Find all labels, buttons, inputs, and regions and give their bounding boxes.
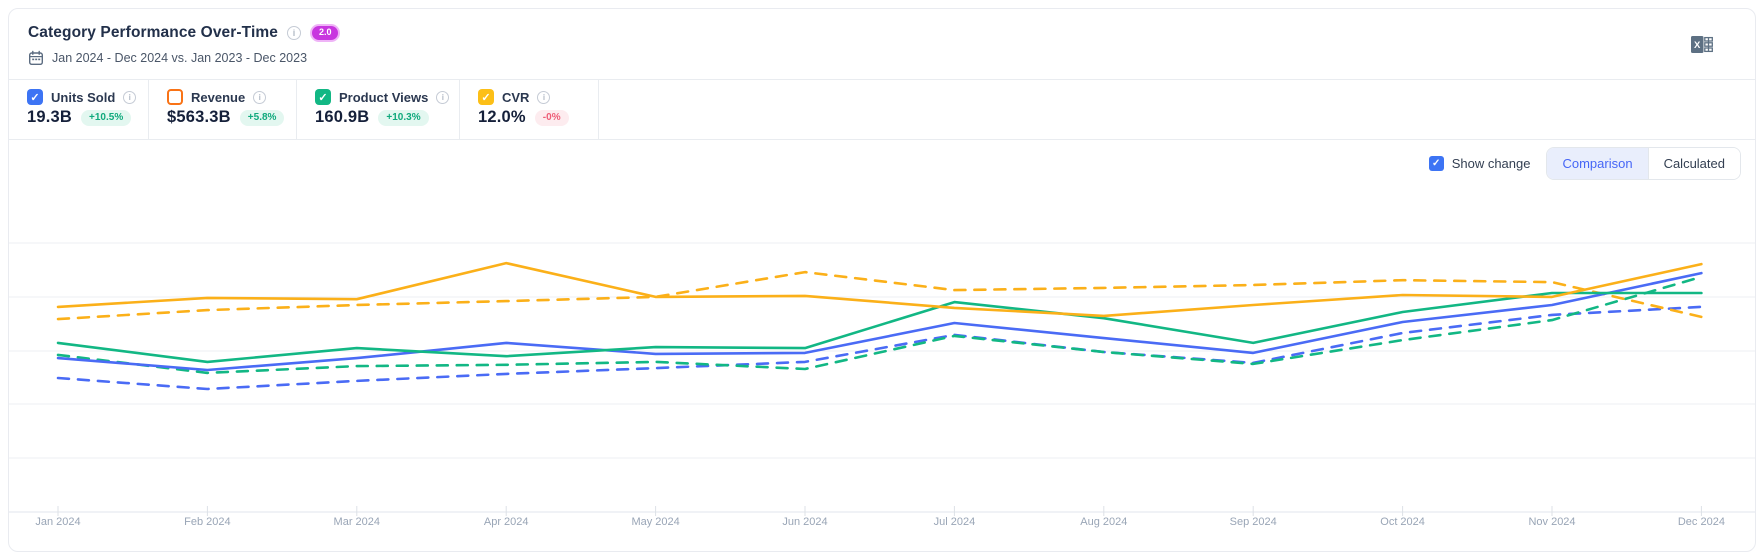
metric-label: Units Sold <box>51 89 116 105</box>
title-info-icon[interactable]: i <box>286 26 301 40</box>
x-axis-label: Oct 2024 <box>1380 516 1425 528</box>
metric-label: Revenue <box>191 89 246 105</box>
calendar-icon <box>28 50 44 66</box>
metric-label: CVR <box>502 89 530 105</box>
chart-area: Jan 2024 Feb 2024 Mar 2024 Apr 2024 May 2024… <box>9 186 1755 551</box>
show-change-label: Show change <box>1451 155 1531 171</box>
series-product-views-2024 <box>56 291 1703 364</box>
version-badge: 2.0 <box>309 24 341 42</box>
x-axis-label: Dec 2024 <box>1678 516 1725 528</box>
metric-value: $563.3B <box>167 108 231 126</box>
series-cvr-2023 <box>56 270 1703 321</box>
product-views-checkbox[interactable]: ✓ <box>315 89 331 105</box>
category-performance-card: Category Performance Over-Time i 2.0 <box>8 8 1756 552</box>
page-title: Category Performance Over-Time <box>28 24 278 41</box>
excel-export-button[interactable]: X <box>1691 34 1713 58</box>
metric-value: 12.0% <box>478 108 526 126</box>
tab-calculated[interactable]: Calculated <box>1647 147 1740 179</box>
x-axis-label: Sep 2024 <box>1230 516 1277 528</box>
date-range: Jan 2024 - Dec 2024 vs. Jan 2023 - Dec 2… <box>52 51 308 65</box>
tab-comparison[interactable]: Comparison <box>1547 147 1648 179</box>
change-badge: +10.5% <box>81 109 132 126</box>
metric-cell-units-sold[interactable]: ✓ Units Sold i 19.3B +10.5% <box>9 80 149 139</box>
metric-cell-cvr[interactable]: ✓ CVR i 12.0% -0% <box>460 80 599 139</box>
units-sold-info-icon[interactable]: i <box>123 90 137 104</box>
series-units-sold-2024 <box>56 271 1703 372</box>
x-axis: Jan 2024 Feb 2024 Mar 2024 Apr 2024 May 2024… <box>35 506 1725 528</box>
x-axis-label: Jun 2024 <box>782 516 827 528</box>
card-header: Category Performance Over-Time i 2.0 <box>9 9 1755 79</box>
series-cvr-2024 <box>56 261 1703 318</box>
revenue-info-icon[interactable]: i <box>253 90 267 104</box>
series-product-views-2023 <box>56 275 1703 375</box>
x-axis-label: Jul 2024 <box>934 516 976 528</box>
x-axis-label: Feb 2024 <box>184 516 230 528</box>
line-chart: Jan 2024 Feb 2024 Mar 2024 Apr 2024 May 2024… <box>9 242 1755 528</box>
revenue-checkbox[interactable] <box>167 89 183 105</box>
chart-controls-row: ✓ Show change Comparison Calculated <box>9 140 1755 186</box>
series-units-sold-2023 <box>56 305 1703 391</box>
x-axis-label: Aug 2024 <box>1080 516 1127 528</box>
cvr-info-icon[interactable]: i <box>537 90 551 104</box>
change-badge: +5.8% <box>239 109 285 126</box>
x-axis-label: Jan 2024 <box>35 516 80 528</box>
header-left: Category Performance Over-Time i 2.0 <box>28 24 341 66</box>
gridlines <box>9 242 1755 513</box>
units-sold-checkbox[interactable]: ✓ <box>27 89 43 105</box>
change-badge: +10.3% <box>378 109 429 126</box>
metric-value: 160.9B <box>315 108 370 126</box>
change-badge: -0% <box>534 109 569 126</box>
show-change-checkbox[interactable]: ✓ <box>1428 155 1444 171</box>
metric-tabs-row: ✓ Units Sold i 19.3B +10.5% Revenue i $5… <box>9 79 1755 140</box>
metric-value: 19.3B <box>27 108 73 126</box>
x-axis-label: Nov 2024 <box>1528 516 1575 528</box>
metric-cell-product-views[interactable]: ✓ Product Views i 160.9B +10.3% <box>297 80 460 139</box>
svg-text:X: X <box>1694 40 1701 51</box>
cvr-checkbox[interactable]: ✓ <box>478 89 494 105</box>
metric-label: Product Views <box>339 89 429 105</box>
x-axis-label: Apr 2024 <box>484 516 529 528</box>
metric-cell-revenue[interactable]: Revenue i $563.3B +5.8% <box>149 80 297 139</box>
x-axis-label: May 2024 <box>631 516 679 528</box>
x-axis-label: Mar 2024 <box>334 516 380 528</box>
view-mode-segmented-control: Comparison Calculated <box>1546 146 1741 180</box>
product-views-info-icon[interactable]: i <box>436 90 450 104</box>
show-change-toggle[interactable]: ✓ Show change <box>1428 155 1531 171</box>
